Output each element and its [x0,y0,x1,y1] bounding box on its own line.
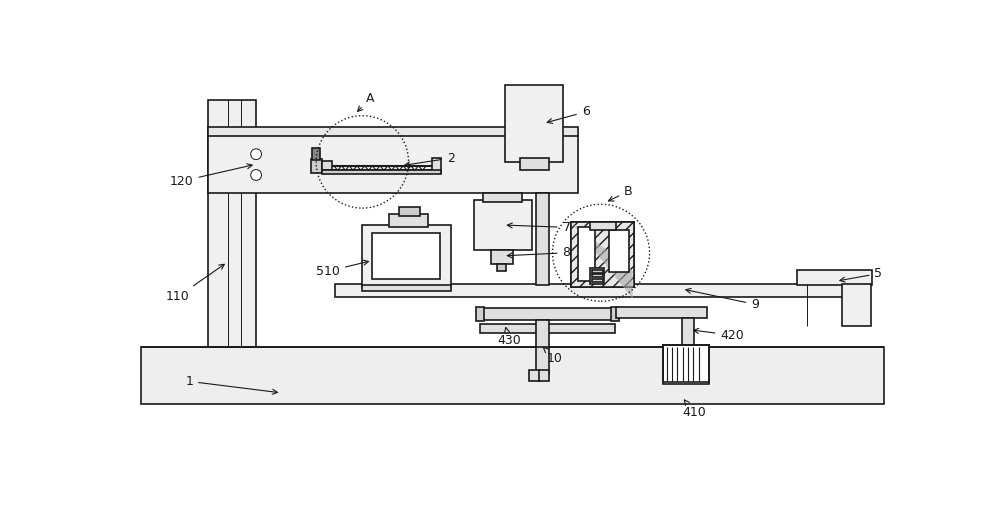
Bar [616,306,707,318]
Bar [474,200,532,250]
Bar [497,264,506,271]
Bar [609,230,629,272]
Bar [571,222,634,287]
Bar [529,370,540,381]
Text: 430: 430 [497,328,521,347]
Bar [611,306,619,320]
Text: 110: 110 [166,264,224,303]
Bar [362,285,451,291]
Bar [208,100,256,347]
Bar [682,318,694,372]
Text: 7: 7 [507,221,571,234]
Bar [663,345,709,382]
Bar [322,161,332,170]
Bar [322,169,441,174]
Bar [480,323,615,333]
Bar [141,347,884,404]
Bar [208,127,578,136]
Text: 410: 410 [682,400,706,419]
Bar [592,270,603,273]
Text: B: B [609,185,633,201]
Text: 420: 420 [694,329,744,341]
Bar [842,284,871,326]
Text: 8: 8 [507,246,571,259]
Text: 10: 10 [543,347,563,365]
Bar [571,222,634,287]
Bar [399,207,420,216]
Bar [592,274,603,278]
Bar [362,225,451,287]
Bar [590,222,616,230]
Bar [483,193,522,202]
Bar [372,233,440,279]
Bar [536,320,549,374]
Text: 2: 2 [405,151,455,167]
Bar [536,193,549,285]
Text: 1: 1 [185,375,278,394]
Bar [311,159,322,173]
Bar [797,270,872,285]
Bar [505,85,563,162]
Bar [578,227,595,281]
Text: 5: 5 [840,267,882,282]
Bar [663,345,709,384]
Bar [480,308,615,320]
Bar [539,370,549,381]
Bar [208,135,578,193]
Text: 120: 120 [170,164,252,187]
Text: A: A [358,92,375,111]
Bar [491,250,512,264]
Bar [592,279,603,282]
Bar [335,284,847,298]
Bar [520,158,549,169]
Text: 6: 6 [547,106,590,124]
Bar [590,268,604,284]
Bar [312,148,320,160]
Bar [476,306,484,320]
Text: 510: 510 [316,260,368,278]
Text: 9: 9 [686,288,759,311]
Circle shape [251,149,261,160]
Circle shape [251,169,261,180]
Bar [389,214,428,227]
Bar [432,158,441,174]
